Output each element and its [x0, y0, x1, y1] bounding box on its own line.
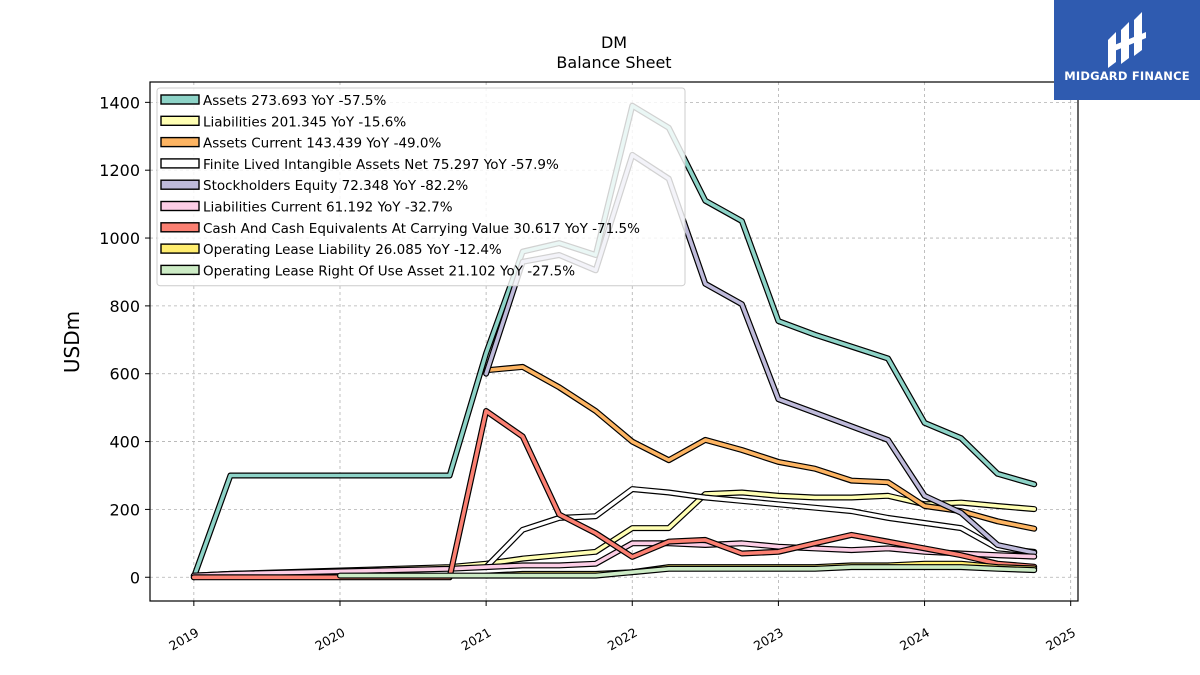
- legend-swatch: [160, 222, 200, 233]
- series-line: [190, 102, 1038, 581]
- series-line-stroke: [192, 103, 1036, 580]
- series-line: [483, 486, 1038, 571]
- x-tick-label: 2023: [751, 625, 786, 654]
- legend-label: Stockholders Equity 72.348 YoY -82.2%: [203, 178, 468, 194]
- series-line: [483, 363, 1038, 532]
- y-tick-label: 400: [109, 433, 140, 452]
- series-line: [337, 564, 1038, 579]
- legend-label: Operating Lease Liability 26.085 YoY -12…: [203, 242, 502, 258]
- plot-frame: [149, 81, 1079, 602]
- y-tick-label: 800: [109, 297, 140, 316]
- x-tick-label: 2020: [312, 625, 347, 654]
- legend-label: Assets Current 143.439 YoY -49.0%: [203, 136, 442, 152]
- y-tick-label: 0: [130, 568, 140, 587]
- y-axis-label: USDm: [60, 311, 84, 373]
- legend-swatch: [160, 158, 200, 169]
- chart-subtitle: Balance Sheet: [556, 53, 671, 72]
- series-line-stroke: [484, 487, 1036, 569]
- logo-text: MIDGARD FINANCE: [1064, 69, 1190, 83]
- series-lines: [190, 102, 1038, 581]
- legend-label: Operating Lease Right Of Use Asset 21.10…: [203, 263, 575, 279]
- legend-label: Liabilities 201.345 YoY -15.6%: [203, 114, 406, 130]
- legend-swatch: [160, 200, 200, 212]
- series-line: [190, 408, 1038, 581]
- legend-swatch: [160, 115, 200, 127]
- y-tick-label: 200: [109, 500, 140, 519]
- series-line-stroke: [192, 541, 1036, 578]
- series-line: [190, 540, 1038, 579]
- x-tick-label: 2024: [897, 625, 932, 654]
- legend-label: Finite Lived Intangible Assets Net 75.29…: [203, 157, 559, 173]
- x-tick-label: 2025: [1043, 625, 1078, 654]
- legend-swatch: [160, 94, 200, 105]
- series-line-stroke: [484, 365, 1036, 531]
- legend-label: Liabilities Current 61.192 YoY -32.7%: [203, 200, 453, 216]
- legend-label: Assets 273.693 YoY -57.5%: [203, 93, 387, 109]
- legend-swatch: [160, 136, 200, 148]
- x-tick-label: 2021: [459, 625, 494, 654]
- series-line-stroke: [192, 409, 1036, 580]
- x-tick-label: 2019: [166, 625, 201, 654]
- legend-box: [156, 87, 686, 287]
- legend-swatch: [160, 179, 200, 190]
- legend-swatch: [160, 243, 200, 254]
- y-tick-label: 1400: [99, 93, 140, 112]
- x-tick-label: 2022: [605, 625, 640, 654]
- chart-title: DM: [601, 33, 627, 52]
- series-line-stroke: [338, 565, 1036, 578]
- y-tick-label: 1000: [99, 229, 140, 248]
- legend: Assets 273.693 YoY -57.5% Liabilities 201…: [156, 87, 686, 287]
- y-tick-label: 1200: [99, 161, 140, 180]
- y-tick-label: 600: [109, 365, 140, 384]
- midgard-finance-logo: MIDGARD FINANCE: [1054, 0, 1200, 100]
- logo-mark-icon: [1108, 12, 1146, 68]
- legend-label: Cash And Cash Equivalents At Carrying Va…: [203, 221, 640, 237]
- legend-swatch: [160, 264, 200, 276]
